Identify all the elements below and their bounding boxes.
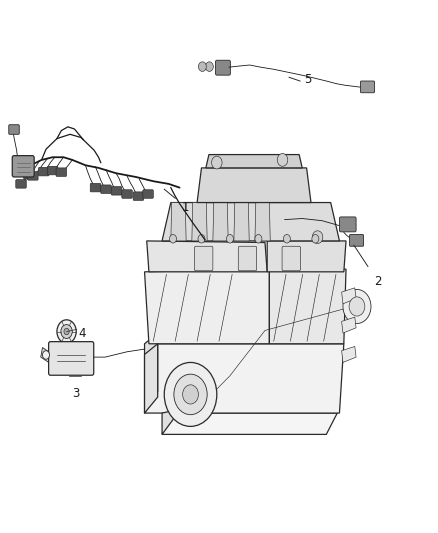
Circle shape: [42, 351, 49, 359]
FancyBboxPatch shape: [143, 190, 153, 198]
Circle shape: [283, 235, 290, 243]
FancyBboxPatch shape: [47, 166, 58, 175]
FancyBboxPatch shape: [360, 81, 374, 93]
Polygon shape: [267, 241, 346, 272]
Text: 2: 2: [374, 275, 382, 288]
Text: 5: 5: [304, 72, 312, 86]
FancyBboxPatch shape: [49, 342, 94, 375]
FancyBboxPatch shape: [9, 125, 19, 134]
FancyBboxPatch shape: [350, 235, 364, 246]
FancyBboxPatch shape: [111, 187, 122, 195]
Circle shape: [343, 289, 371, 324]
Polygon shape: [342, 288, 356, 304]
Polygon shape: [255, 203, 270, 241]
FancyBboxPatch shape: [16, 180, 26, 188]
Circle shape: [170, 235, 177, 243]
Circle shape: [349, 297, 365, 316]
Polygon shape: [269, 269, 346, 344]
Circle shape: [57, 320, 76, 343]
Polygon shape: [41, 348, 50, 364]
FancyBboxPatch shape: [282, 246, 300, 271]
Polygon shape: [197, 168, 311, 203]
Circle shape: [174, 374, 207, 415]
Polygon shape: [213, 203, 228, 241]
Polygon shape: [206, 155, 302, 168]
Circle shape: [198, 235, 205, 243]
FancyBboxPatch shape: [28, 172, 38, 180]
Polygon shape: [192, 203, 207, 241]
Circle shape: [312, 235, 319, 243]
Circle shape: [205, 62, 213, 71]
Text: 3: 3: [72, 387, 80, 400]
Polygon shape: [342, 346, 356, 362]
FancyBboxPatch shape: [122, 190, 132, 198]
FancyBboxPatch shape: [24, 171, 34, 179]
FancyBboxPatch shape: [339, 217, 356, 232]
Polygon shape: [145, 344, 158, 413]
Text: 4: 4: [79, 327, 86, 341]
Polygon shape: [342, 317, 356, 333]
Polygon shape: [145, 333, 158, 413]
Text: 1: 1: [182, 200, 189, 214]
Polygon shape: [162, 413, 337, 434]
FancyBboxPatch shape: [56, 168, 67, 176]
Circle shape: [183, 385, 198, 404]
Circle shape: [198, 62, 206, 71]
Polygon shape: [234, 203, 249, 241]
Polygon shape: [145, 344, 344, 413]
Circle shape: [312, 231, 323, 244]
Circle shape: [226, 235, 233, 243]
FancyBboxPatch shape: [238, 246, 257, 271]
Polygon shape: [145, 269, 269, 344]
Polygon shape: [147, 241, 267, 272]
Circle shape: [277, 154, 288, 166]
Polygon shape: [171, 203, 186, 241]
Circle shape: [64, 328, 69, 335]
FancyBboxPatch shape: [194, 246, 213, 271]
Circle shape: [255, 235, 262, 243]
FancyBboxPatch shape: [90, 183, 101, 192]
Circle shape: [164, 362, 217, 426]
Polygon shape: [162, 203, 339, 241]
FancyBboxPatch shape: [101, 185, 111, 193]
Polygon shape: [162, 410, 174, 434]
Circle shape: [61, 325, 72, 338]
FancyBboxPatch shape: [39, 167, 49, 176]
Circle shape: [212, 156, 222, 169]
FancyBboxPatch shape: [12, 156, 34, 177]
FancyBboxPatch shape: [133, 192, 144, 200]
FancyBboxPatch shape: [215, 60, 230, 75]
